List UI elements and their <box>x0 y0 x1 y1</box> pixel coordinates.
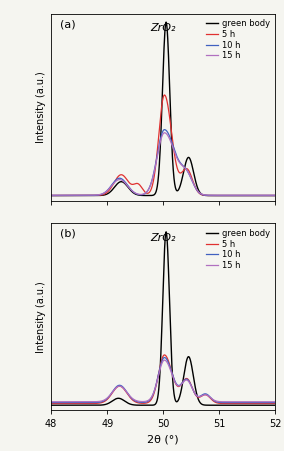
green body <box>226 193 229 198</box>
15 h <box>274 399 277 405</box>
Text: ZrO₂: ZrO₂ <box>151 23 176 33</box>
15 h <box>61 193 64 198</box>
5 h <box>274 401 277 406</box>
green body <box>274 193 277 198</box>
green body <box>226 402 229 408</box>
Line: 15 h: 15 h <box>51 133 275 195</box>
Text: (b): (b) <box>60 229 76 239</box>
10 h <box>158 137 162 143</box>
5 h <box>267 193 271 198</box>
10 h <box>274 400 277 405</box>
10 h <box>268 193 271 198</box>
5 h <box>267 401 271 406</box>
Y-axis label: Intensity (a.u.): Intensity (a.u.) <box>36 281 45 353</box>
10 h <box>267 400 271 405</box>
green body <box>61 193 64 198</box>
green body <box>153 402 156 408</box>
green body <box>164 229 168 235</box>
15 h <box>267 399 271 405</box>
5 h <box>61 401 64 406</box>
Line: 10 h: 10 h <box>51 129 275 196</box>
10 h <box>61 400 64 405</box>
green body <box>153 192 156 198</box>
10 h <box>226 400 229 405</box>
10 h <box>153 168 156 173</box>
10 h <box>153 388 156 394</box>
15 h <box>61 399 64 405</box>
15 h <box>49 193 53 198</box>
15 h <box>261 193 265 198</box>
15 h <box>226 193 229 198</box>
10 h <box>226 193 229 198</box>
10 h <box>267 193 271 198</box>
green body <box>158 146 162 151</box>
10 h <box>61 193 64 198</box>
15 h <box>267 399 271 405</box>
10 h <box>267 400 271 405</box>
15 h <box>158 366 162 372</box>
Text: ZrO₂: ZrO₂ <box>151 233 176 243</box>
Line: green body: green body <box>51 232 275 405</box>
15 h <box>274 193 277 198</box>
10 h <box>274 193 277 198</box>
5 h <box>267 401 271 406</box>
5 h <box>49 193 53 198</box>
15 h <box>163 358 166 363</box>
5 h <box>163 92 166 98</box>
5 h <box>267 193 271 198</box>
green body <box>267 402 271 408</box>
green body <box>49 402 53 408</box>
5 h <box>153 173 156 179</box>
green body <box>61 402 64 408</box>
green body <box>274 402 277 408</box>
15 h <box>153 169 156 174</box>
15 h <box>158 140 162 145</box>
5 h <box>226 193 229 198</box>
Line: 5 h: 5 h <box>51 95 275 196</box>
Legend: green body, 5 h, 10 h, 15 h: green body, 5 h, 10 h, 15 h <box>204 227 271 272</box>
15 h <box>49 399 53 405</box>
Y-axis label: Intensity (a.u.): Intensity (a.u.) <box>36 71 45 143</box>
15 h <box>268 193 271 198</box>
10 h <box>261 193 265 198</box>
15 h <box>153 388 156 394</box>
5 h <box>158 117 162 122</box>
10 h <box>163 127 166 132</box>
5 h <box>61 193 64 198</box>
Legend: green body, 5 h, 10 h, 15 h: green body, 5 h, 10 h, 15 h <box>204 18 271 62</box>
green body <box>49 193 53 198</box>
5 h <box>274 193 277 198</box>
X-axis label: 2θ (°): 2θ (°) <box>147 435 179 445</box>
5 h <box>163 352 166 358</box>
5 h <box>49 401 53 406</box>
Text: (a): (a) <box>60 19 76 29</box>
Line: 15 h: 15 h <box>51 360 275 402</box>
green body <box>267 193 271 198</box>
Line: 5 h: 5 h <box>51 355 275 404</box>
green body <box>158 365 162 370</box>
10 h <box>158 364 162 370</box>
10 h <box>163 355 166 360</box>
10 h <box>49 400 53 405</box>
green body <box>267 402 271 408</box>
15 h <box>226 399 229 405</box>
5 h <box>153 390 156 395</box>
10 h <box>49 193 53 198</box>
green body <box>267 193 271 198</box>
15 h <box>267 193 271 198</box>
green body <box>164 19 168 25</box>
15 h <box>163 130 166 135</box>
5 h <box>226 401 229 406</box>
Line: green body: green body <box>51 22 275 196</box>
Line: 10 h: 10 h <box>51 358 275 403</box>
5 h <box>158 363 162 368</box>
